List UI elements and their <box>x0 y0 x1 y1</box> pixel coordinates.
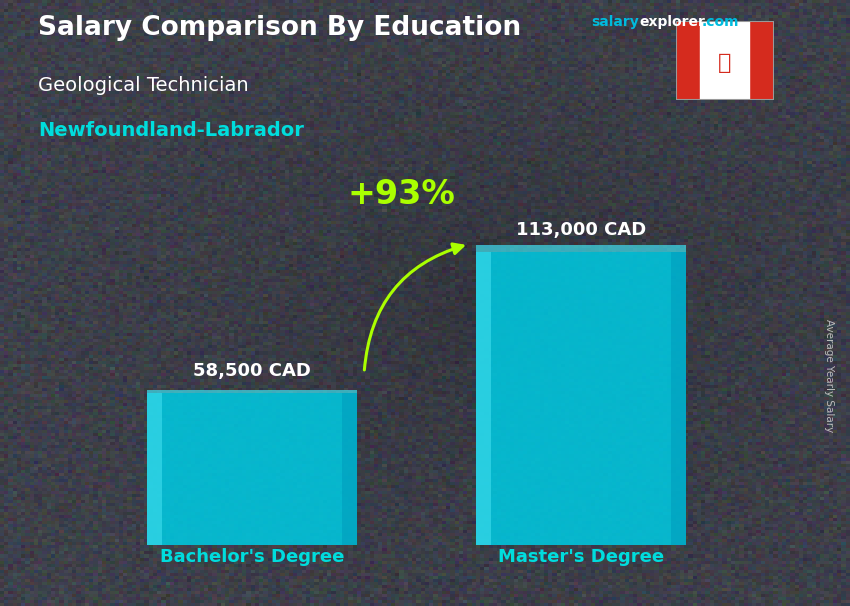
Bar <box>147 393 357 545</box>
Text: 58,500 CAD: 58,500 CAD <box>193 362 311 381</box>
Bar <box>476 245 686 252</box>
Bar <box>476 252 491 545</box>
Text: explorer: explorer <box>639 15 706 29</box>
Bar <box>342 393 357 545</box>
Text: Bachelor's Degree: Bachelor's Degree <box>160 548 344 567</box>
Bar <box>676 21 700 100</box>
Bar <box>476 252 686 545</box>
Text: Average Yearly Salary: Average Yearly Salary <box>824 319 834 432</box>
Bar <box>700 21 749 100</box>
Text: Geological Technician: Geological Technician <box>38 76 249 95</box>
Bar <box>749 21 774 100</box>
Text: 🍁: 🍁 <box>718 53 731 73</box>
Text: Salary Comparison By Education: Salary Comparison By Education <box>38 15 521 41</box>
Bar <box>147 390 357 393</box>
Text: salary: salary <box>591 15 638 29</box>
Bar <box>147 393 162 545</box>
Text: +93%: +93% <box>348 178 456 211</box>
Text: .com: .com <box>701 15 739 29</box>
Text: Master's Degree: Master's Degree <box>498 548 664 567</box>
Text: 113,000 CAD: 113,000 CAD <box>516 221 646 239</box>
Text: Newfoundland-Labrador: Newfoundland-Labrador <box>38 121 304 140</box>
Bar <box>672 252 686 545</box>
